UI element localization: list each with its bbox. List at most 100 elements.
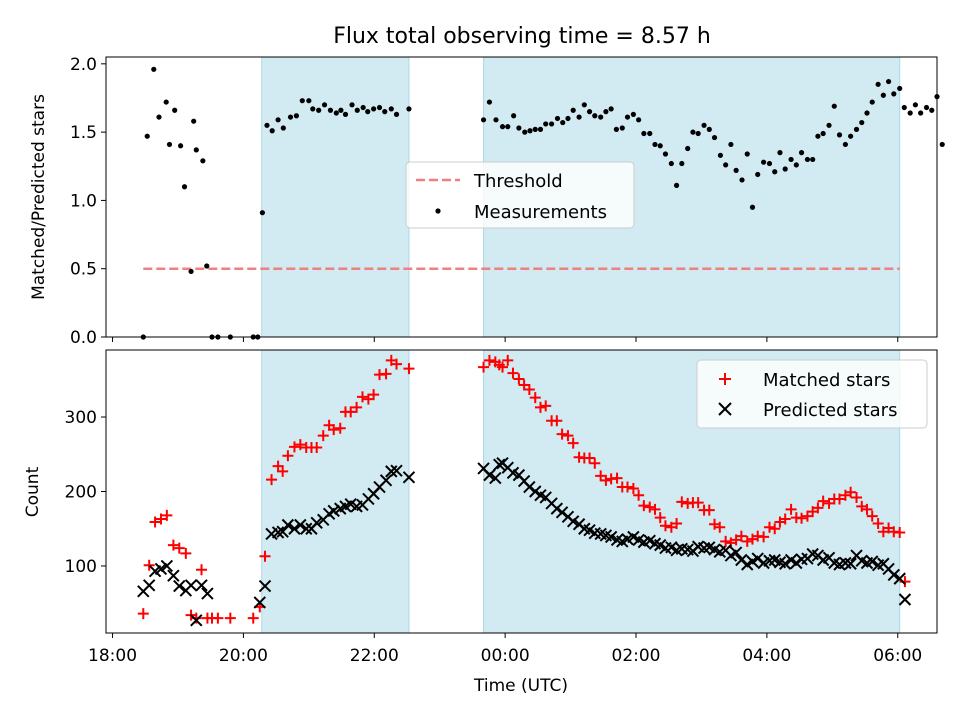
matched-star-marker [540,400,552,412]
matched-star-marker [497,361,509,373]
measurement-point [333,110,339,116]
measurement-point [527,128,533,134]
measurement-point [156,114,162,120]
measurement-point [275,117,281,123]
measurement-point [565,115,571,122]
measurement-point [717,152,724,158]
matched-star-marker [779,513,791,525]
matched-star-marker [649,503,661,515]
measurement-point [181,184,188,190]
count-legend: Matched stars Predicted stars [696,359,928,429]
predicted-star-marker [844,557,857,570]
predicted-star-marker [276,525,289,538]
measurement-point [739,177,745,183]
measurement-point [172,107,178,113]
matched-star-marker [676,496,688,508]
count-y-axis-label: Count [23,466,43,517]
matched-star-marker [149,516,161,528]
matched-star-marker [483,354,495,366]
x-tick-label: 04:00 [742,646,791,666]
measurement-point [695,130,701,137]
measurement-point [499,124,506,130]
predicted-star-marker [190,614,203,627]
ratio-y-tick-label: 2.0 [70,55,97,75]
matched-star-marker [391,358,403,370]
measurement-point [864,110,870,116]
measurement-point [537,126,544,132]
measurement-point [652,141,658,148]
predicted-star-marker [489,471,502,485]
measurement-point [939,141,945,148]
matched-star-marker [180,547,192,559]
matched-legend-label: Matched stars [763,370,890,391]
measurement-point [598,114,604,120]
measurement-point [371,106,377,112]
matched-star-marker [845,486,857,498]
count-x-ticks: 18:00 20:00 22:00 00:00 02:00 04:00 06:00 [88,633,922,666]
measurement-point [647,130,653,137]
measurement-point [836,132,843,138]
measurement-point [859,119,865,126]
matched-star-marker [562,430,574,442]
predicted-star-marker [288,522,301,535]
measurement-point [316,107,322,113]
matched-star-marker [622,481,634,493]
matched-star-marker [589,457,601,469]
matched-star-marker [817,495,829,507]
ratio-y-tick-label: 0.0 [70,328,97,348]
measurement-point [918,110,924,116]
measurement-point [869,99,875,105]
x-tick-label: 22:00 [350,646,399,666]
measurement-point [706,126,712,132]
measurement-point [144,133,150,139]
measurement-point [885,78,892,85]
matched-star-marker [212,612,224,624]
predicted-star-marker [379,474,393,487]
threshold-legend-label: Threshold [473,171,563,192]
matched-star-marker [638,500,650,512]
ratio-y-tick-label: 0.5 [70,260,97,280]
measurement-point [191,118,197,124]
measurement-point [711,134,718,141]
predicted-star-marker [729,546,743,559]
matched-star-marker [167,539,179,551]
matched-star-marker [785,503,797,515]
measurement-point [548,121,555,127]
matched-star-marker [266,474,278,486]
measurement-point [782,166,788,172]
measurement-point [804,156,811,163]
predicted-star-marker [300,522,313,535]
matched-star-marker [143,559,155,571]
predicted-legend-swatch [718,402,732,416]
matched-star-marker [196,564,208,576]
measurement-point [293,113,300,119]
measurement-point [657,143,663,149]
matched-star-marker [478,361,490,373]
measurement-point [619,125,625,131]
matched-star-marker [328,424,340,436]
matched-star-marker [758,531,770,543]
matched-star-marker [311,442,323,454]
matched-star-marker [703,504,715,516]
measurement-point [532,126,538,132]
matched-star-marker [224,612,236,624]
measurement-point [848,133,854,139]
predicted-star-marker [271,526,285,539]
measurement-point [733,167,739,173]
predicted-star-marker [735,553,748,567]
measurement-point [365,109,371,115]
measurement-point [382,109,388,115]
measurement-point [853,126,860,132]
predicted-star-marker [790,556,803,570]
measurement-point [630,111,636,117]
predicted-star-marker [390,464,403,477]
measurements-legend-label: Measurements [474,202,607,223]
matched-star-marker [671,518,683,530]
matched-star-marker [872,518,884,530]
ratio-y-tick-label: 1.0 [70,191,97,211]
measurement-point [511,113,517,119]
matched-star-marker [529,392,541,404]
matched-star-marker [720,535,732,547]
predicted-star-marker [778,557,792,570]
